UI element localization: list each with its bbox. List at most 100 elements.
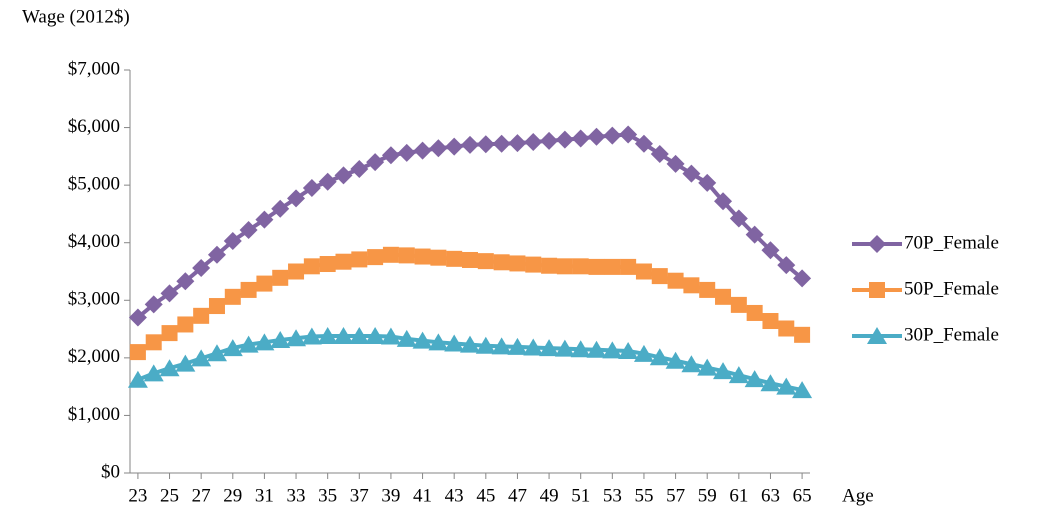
x-tick-label: 53	[603, 485, 622, 506]
y-tick-label: $2,000	[68, 346, 120, 367]
marker	[175, 354, 196, 372]
marker	[869, 282, 885, 298]
marker	[762, 313, 779, 330]
marker	[492, 134, 511, 153]
marker	[398, 247, 415, 264]
marker	[792, 381, 813, 399]
marker	[867, 327, 887, 344]
marker	[618, 341, 639, 359]
x-tick-label: 43	[445, 485, 464, 506]
marker	[444, 334, 465, 352]
marker	[697, 358, 718, 376]
marker	[207, 245, 226, 264]
x-tick-label: 47	[508, 485, 527, 506]
marker	[367, 249, 384, 266]
marker	[286, 329, 307, 347]
marker	[381, 146, 400, 165]
marker	[540, 131, 559, 150]
x-tick-label: 59	[698, 485, 717, 506]
marker	[555, 130, 574, 149]
marker	[633, 344, 654, 362]
y-tick-label: $3,000	[68, 289, 120, 310]
marker	[541, 257, 558, 274]
marker	[461, 135, 479, 154]
marker	[223, 231, 242, 250]
marker	[270, 331, 291, 349]
marker	[413, 141, 432, 160]
marker	[351, 251, 368, 268]
marker	[318, 172, 337, 191]
marker	[255, 210, 274, 229]
marker	[366, 153, 385, 172]
x-tick-label: 33	[287, 485, 306, 506]
marker	[586, 340, 607, 358]
marker	[868, 235, 886, 253]
marker	[650, 145, 669, 164]
marker	[429, 139, 448, 158]
marker	[651, 268, 668, 285]
marker	[333, 326, 354, 344]
marker	[159, 359, 180, 377]
marker	[224, 288, 241, 305]
marker	[477, 253, 494, 270]
marker	[493, 254, 510, 271]
x-tick-label: 45	[476, 485, 495, 506]
marker	[713, 362, 734, 380]
marker	[193, 307, 210, 324]
marker	[665, 351, 686, 369]
legend-label: 50P_Female	[904, 278, 999, 299]
marker	[208, 298, 225, 315]
marker	[588, 258, 605, 275]
marker	[365, 326, 386, 344]
marker	[744, 370, 765, 388]
marker	[349, 326, 370, 344]
marker	[127, 370, 148, 388]
x-tick-label: 23	[128, 485, 147, 506]
x-tick-label: 35	[318, 485, 337, 506]
marker	[145, 334, 162, 351]
x-tick-label: 65	[793, 485, 812, 506]
marker	[507, 337, 528, 355]
marker	[272, 269, 289, 286]
marker	[254, 333, 275, 351]
marker	[144, 295, 163, 314]
marker	[746, 304, 763, 321]
marker	[301, 327, 322, 345]
marker	[192, 259, 211, 278]
marker	[603, 126, 622, 145]
marker	[334, 166, 353, 185]
x-tick-label: 57	[666, 485, 685, 506]
y-tick-label: $0	[101, 461, 120, 482]
marker	[745, 225, 764, 244]
x-tick-label: 63	[761, 485, 780, 506]
marker	[161, 325, 178, 342]
marker	[239, 221, 258, 240]
y-tick-label: $7,000	[68, 58, 120, 79]
marker	[729, 209, 748, 228]
marker	[256, 275, 273, 292]
marker	[350, 160, 369, 179]
marker	[556, 258, 573, 275]
marker	[319, 256, 336, 273]
legend-label: 30P_Female	[904, 324, 999, 345]
y-tick-label: $4,000	[68, 231, 120, 252]
marker	[570, 340, 591, 358]
marker	[509, 255, 526, 272]
x-tick-label: 37	[350, 485, 369, 506]
marker	[604, 258, 621, 275]
x-tick-label: 31	[255, 485, 274, 506]
marker	[317, 326, 338, 344]
marker	[288, 263, 305, 280]
marker	[206, 344, 227, 362]
x-tick-label: 55	[634, 485, 653, 506]
marker	[635, 263, 652, 280]
marker	[302, 179, 321, 198]
marker	[683, 277, 700, 294]
marker	[430, 249, 447, 266]
marker	[475, 336, 496, 354]
marker	[619, 125, 638, 144]
marker	[446, 250, 463, 267]
marker	[728, 366, 749, 384]
marker	[523, 338, 544, 356]
